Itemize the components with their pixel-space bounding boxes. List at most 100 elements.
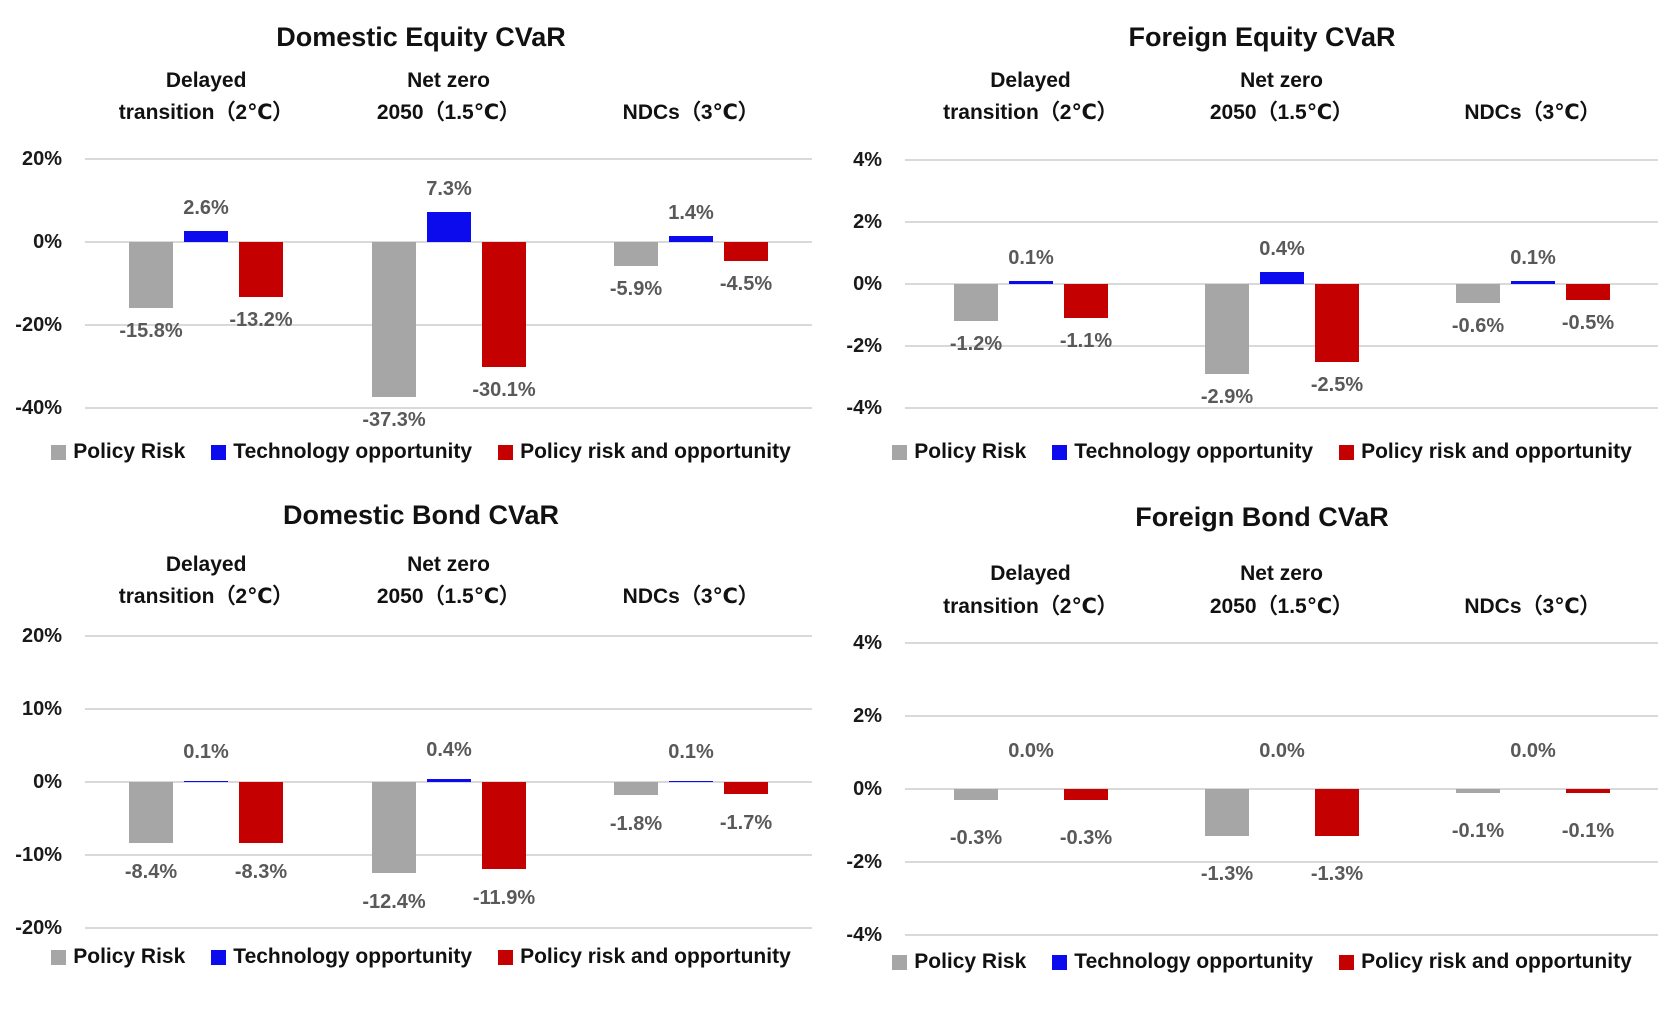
legend-item-label: Technology opportunity xyxy=(1074,440,1314,463)
legend-swatch-icon xyxy=(211,949,227,965)
legend-swatch-icon xyxy=(51,949,67,965)
y-axis-tick-label: -20% xyxy=(15,917,62,939)
bar-technology-opportunity xyxy=(1260,272,1304,284)
legend-item: Technology opportunity xyxy=(1052,440,1313,464)
value-label: -0.5% xyxy=(1561,312,1615,334)
zero-gridline xyxy=(85,781,812,783)
gridline xyxy=(905,934,1658,936)
bar-policy-risk-and-opportunity xyxy=(1315,284,1359,362)
legend-item-label: Technology opportunity xyxy=(233,440,473,463)
legend-item-label: Technology opportunity xyxy=(1074,950,1314,973)
bar-policy-risk xyxy=(372,782,416,873)
value-label: -0.3% xyxy=(949,827,1003,849)
y-axis-tick-label: -20% xyxy=(15,314,62,336)
value-label: -15.8% xyxy=(119,320,183,342)
chart-panel-foreign-bond-cvar: Foreign Bond CVaR Delayed transition（2℃） Ne… xyxy=(836,460,1672,1011)
chart-panel-foreign-equity-cvar: Foreign Equity CVaR Delayed transition（2℃）… xyxy=(836,0,1672,463)
legend-swatch-icon xyxy=(51,444,67,460)
category-label-line1: Net zero xyxy=(1240,69,1323,92)
category-label-line2: NDCs（3℃） xyxy=(1464,595,1601,618)
y-axis-tick-label: -4% xyxy=(846,397,882,419)
chart-title: Domestic Equity CVaR xyxy=(276,22,566,52)
bar-policy-risk xyxy=(1456,789,1500,793)
value-label: 0.0% xyxy=(1008,740,1054,762)
chart-title: Foreign Equity CVaR xyxy=(1128,22,1396,52)
bar-policy-risk-and-opportunity xyxy=(482,782,526,869)
bar-policy-risk-and-opportunity xyxy=(724,242,768,261)
category-label-line1: Net zero xyxy=(407,553,490,576)
bar-technology-opportunity xyxy=(184,781,228,782)
value-label: 0.4% xyxy=(1259,238,1305,260)
legend-item: Technology opportunity xyxy=(211,945,472,969)
value-label: -1.3% xyxy=(1200,863,1254,885)
legend-item: Technology opportunity xyxy=(1052,950,1313,974)
legend-item: Policy Risk xyxy=(51,945,185,969)
chart-legend: Policy Risk Technology opportunity Policy … xyxy=(0,945,842,969)
legend-item: Policy risk and opportunity xyxy=(498,440,791,464)
bar-policy-risk xyxy=(954,789,998,800)
bar-policy-risk-and-opportunity xyxy=(1064,789,1108,800)
chart-panel-domestic-equity-cvar: Domestic Equity CVaR Delayed transition（2℃… xyxy=(0,0,836,463)
bar-technology-opportunity xyxy=(1009,281,1053,284)
value-label: 1.4% xyxy=(668,202,714,224)
legend-item-label: Technology opportunity xyxy=(233,945,473,968)
y-axis-tick-label: -10% xyxy=(15,844,62,866)
gridline xyxy=(905,715,1658,717)
category-label-line1: Delayed xyxy=(990,69,1071,92)
gridline xyxy=(85,854,812,856)
y-axis-tick-label: 0% xyxy=(33,231,62,253)
chart-title: Foreign Bond CVaR xyxy=(1135,502,1389,532)
zero-gridline xyxy=(85,241,812,243)
value-label: -4.5% xyxy=(719,273,773,295)
legend-swatch-icon xyxy=(1052,444,1068,460)
category-label-line1: Net zero xyxy=(407,69,490,92)
value-label: -2.5% xyxy=(1310,374,1364,396)
gridline xyxy=(905,221,1658,223)
value-label: -1.2% xyxy=(949,333,1003,355)
legend-item-label: Policy risk and opportunity xyxy=(1361,950,1632,973)
legend-swatch-icon xyxy=(892,444,908,460)
gridline xyxy=(85,158,812,160)
gridline xyxy=(905,642,1658,644)
bar-policy-risk xyxy=(129,242,173,308)
bar-policy-risk-and-opportunity xyxy=(1315,789,1359,836)
y-axis-tick-label: 2% xyxy=(853,211,882,233)
legend-item: Policy Risk xyxy=(892,950,1026,974)
legend-swatch-icon xyxy=(498,949,514,965)
chart-title: Domestic Bond CVaR xyxy=(282,500,560,530)
y-axis-tick-label: 0% xyxy=(33,771,62,793)
y-axis-tick-label: 4% xyxy=(853,632,882,654)
y-axis-tick-label: 0% xyxy=(853,778,882,800)
category-label-line2: transition（2℃） xyxy=(943,101,1118,124)
value-label: 0.4% xyxy=(426,739,472,761)
y-axis-tick-label: -4% xyxy=(846,924,882,946)
legend-swatch-icon xyxy=(892,954,908,970)
chart-panel-domestic-bond-cvar: Domestic Bond CVaR Delayed transition（2℃） N… xyxy=(0,460,836,1011)
value-label: 0.0% xyxy=(1510,740,1556,762)
legend-item-label: Policy Risk xyxy=(73,945,186,968)
value-label: -0.6% xyxy=(1451,315,1505,337)
y-axis-tick-label: 4% xyxy=(853,149,882,171)
value-label: -8.4% xyxy=(124,861,178,883)
bar-policy-risk xyxy=(614,242,658,266)
category-label-line2: transition（2℃） xyxy=(118,101,294,124)
value-label: -1.7% xyxy=(719,812,773,834)
bar-policy-risk xyxy=(1205,789,1249,836)
category-label-line2: 2050（1.5℃） xyxy=(376,101,521,124)
bar-policy-risk xyxy=(954,284,998,321)
value-label: -13.2% xyxy=(229,309,293,331)
value-label: 0.1% xyxy=(1510,247,1556,269)
y-axis-tick-label: -40% xyxy=(15,397,62,419)
value-label: -0.1% xyxy=(1451,820,1505,842)
legend-item: Technology opportunity xyxy=(211,440,472,464)
gridline xyxy=(905,407,1658,409)
legend-item: Policy risk and opportunity xyxy=(1339,440,1632,464)
bar-policy-risk-and-opportunity xyxy=(239,242,283,297)
category-label-line2: NDCs（3℃） xyxy=(622,585,759,608)
category-label-line2: NDCs（3℃） xyxy=(1464,101,1601,124)
value-label: -5.9% xyxy=(609,278,663,300)
bar-technology-opportunity xyxy=(669,781,713,782)
y-axis-tick-label: 20% xyxy=(21,625,62,647)
gridline xyxy=(85,708,812,710)
value-label: -12.4% xyxy=(362,891,426,913)
